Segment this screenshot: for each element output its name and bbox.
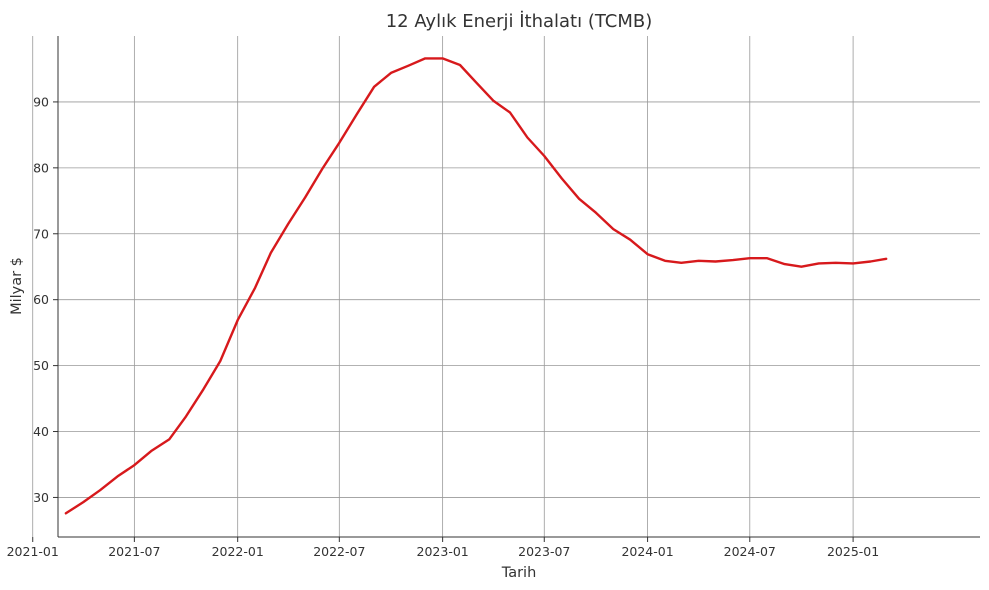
x-tick-label: 2021-01 xyxy=(7,544,59,559)
y-tick-label: 80 xyxy=(33,160,49,175)
x-tick-label: 2024-01 xyxy=(621,544,673,559)
axis-spines xyxy=(57,36,980,538)
series-layer xyxy=(64,57,888,515)
y-axis-ticks: 30 40 50 60 70 80 90 xyxy=(33,94,58,505)
y-tick-label: 70 xyxy=(33,226,49,241)
x-tick-label: 2023-01 xyxy=(417,544,469,559)
grid-layer xyxy=(32,36,980,537)
x-tick-label: 2021-07 xyxy=(108,544,160,559)
x-tick-label: 2025-01 xyxy=(827,544,879,559)
x-axis-label: Tarih xyxy=(501,565,537,581)
x-tick-label: 2022-07 xyxy=(313,544,365,559)
x-tick-label: 2023-07 xyxy=(518,544,570,559)
y-tick-label: 50 xyxy=(33,358,49,373)
x-tick-label: 2022-01 xyxy=(212,544,264,559)
x-axis-ticks: 2021-01 2021-07 2022-01 2022-07 2023-01 2023-… xyxy=(7,537,879,559)
series-line xyxy=(64,57,888,515)
y-tick-label: 30 xyxy=(33,490,49,505)
y-tick-label: 90 xyxy=(33,94,49,109)
x-tick-label: 2024-07 xyxy=(724,544,776,559)
chart-title: 12 Aylık Enerji İthalatı (TCMB) xyxy=(386,11,653,32)
y-axis-label: Milyar $ xyxy=(9,257,25,315)
y-tick-label: 40 xyxy=(33,424,49,439)
y-tick-label: 60 xyxy=(33,292,49,307)
